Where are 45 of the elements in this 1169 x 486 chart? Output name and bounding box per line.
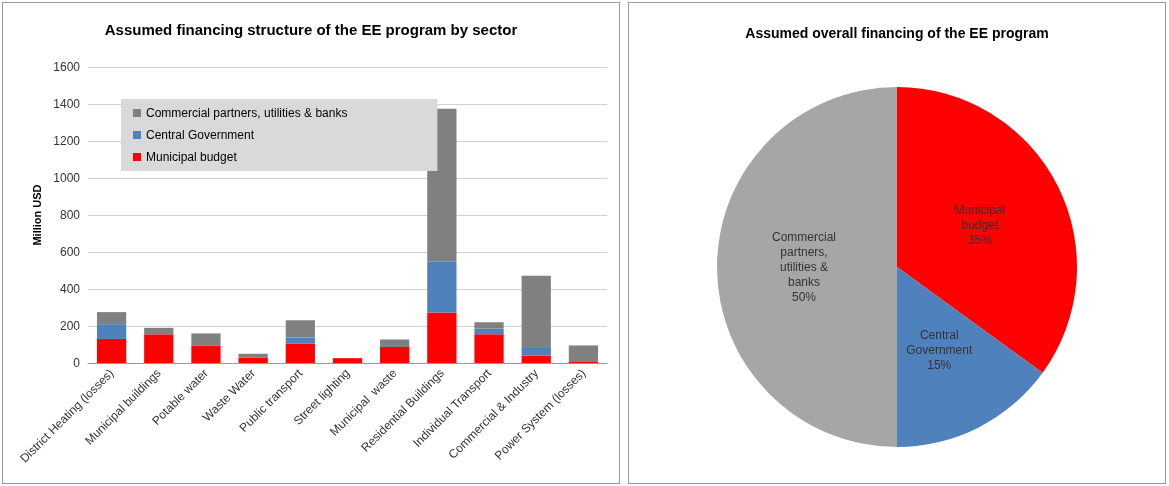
slice-label: Central Government	[906, 327, 973, 357]
bar	[238, 357, 268, 363]
bar	[144, 327, 174, 335]
bar	[521, 347, 551, 356]
bar	[380, 339, 410, 348]
bar	[521, 275, 551, 348]
slice-label: Municipal budget	[954, 202, 1006, 232]
y-tick-label: 800	[59, 208, 81, 222]
y-tick-label: 1400	[53, 97, 81, 111]
bar	[144, 334, 174, 363]
bar	[96, 312, 127, 325]
bar	[191, 333, 221, 346]
bar	[285, 343, 315, 363]
bar	[427, 261, 457, 313]
bar	[285, 320, 315, 338]
bar	[96, 338, 127, 363]
y-tick-label: 0	[73, 356, 81, 370]
bar	[474, 322, 504, 329]
bar	[332, 358, 363, 363]
bar	[474, 328, 504, 335]
data-label: 50%	[791, 290, 817, 304]
y-tick-label: 400	[59, 282, 81, 296]
data-label: 15%	[927, 357, 952, 372]
bar	[380, 347, 410, 363]
y-tick-label: 1200	[53, 134, 81, 148]
legend-label: Central Government	[146, 128, 255, 142]
chart-title: Assumed overall financing of the EE program	[745, 25, 1049, 41]
bar	[96, 324, 127, 339]
bar	[191, 345, 221, 363]
bar	[568, 345, 599, 362]
legend-label: Municipal budget	[146, 150, 238, 164]
chart-title: Assumed financing structure of the EE program by sector	[104, 21, 518, 38]
bar	[474, 334, 504, 363]
y-tick-label: 1600	[53, 60, 81, 74]
bar	[427, 312, 457, 363]
bar	[238, 353, 268, 358]
legend-label: Commercial partners, utilities & banks	[146, 106, 348, 120]
slice-label: Commercial partners, utilities & banks	[771, 230, 837, 289]
data-label: 35%	[967, 232, 993, 247]
bar	[285, 337, 315, 344]
bar	[521, 355, 551, 363]
y-axis-title: Million USD	[30, 184, 43, 246]
y-tick-label: 600	[59, 245, 81, 259]
y-tick-label: 200	[59, 319, 81, 333]
y-tick-label: 1000	[53, 171, 81, 185]
